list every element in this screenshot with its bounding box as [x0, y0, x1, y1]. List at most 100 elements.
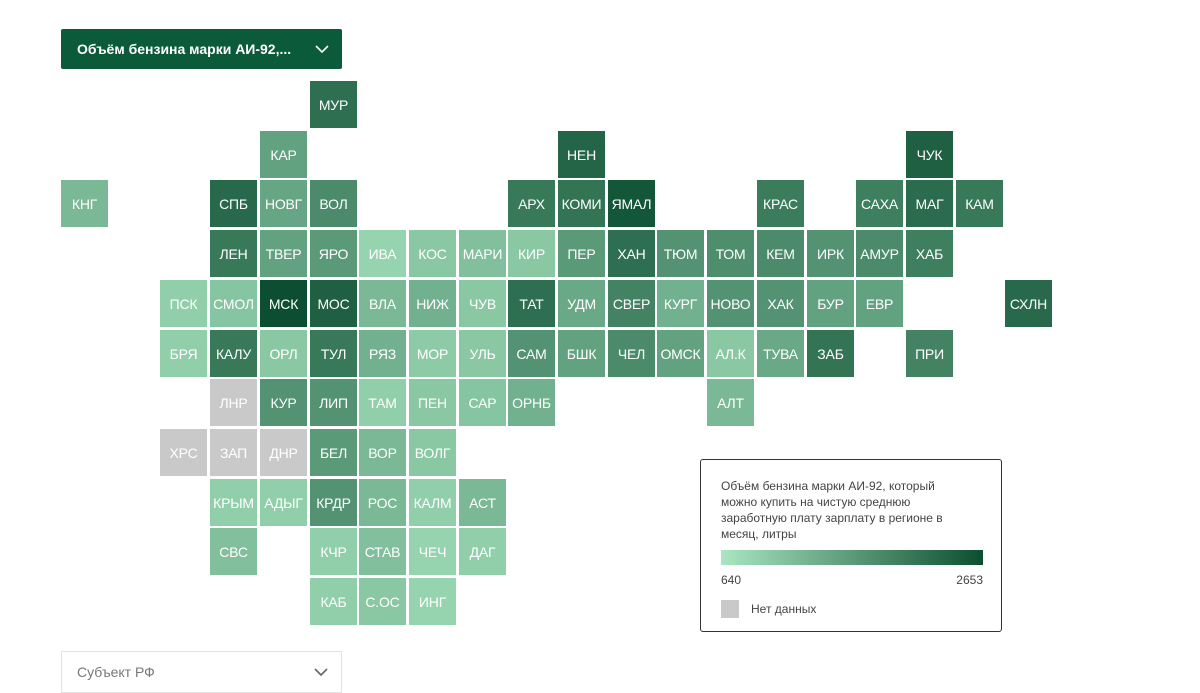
- indicator-dropdown[interactable]: Объём бензина марки АИ-92,...: [61, 29, 342, 69]
- region-tile[interactable]: САР: [459, 379, 506, 426]
- region-tile[interactable]: БШК: [558, 330, 605, 377]
- no-data-label: Нет данных: [751, 602, 817, 616]
- region-tile[interactable]: ТАМ: [359, 379, 406, 426]
- region-tile[interactable]: МСК: [260, 280, 307, 327]
- region-tile[interactable]: МОС: [310, 280, 357, 327]
- indicator-dropdown-label: Объём бензина марки АИ-92,...: [77, 41, 292, 57]
- region-tile[interactable]: БЕЛ: [310, 429, 357, 476]
- region-dropdown[interactable]: Субъект РФ: [61, 651, 342, 693]
- region-tile[interactable]: МАРИ: [459, 230, 506, 277]
- region-tile[interactable]: КАР: [260, 131, 307, 178]
- region-tile[interactable]: МУР: [310, 81, 357, 128]
- region-tile[interactable]: КРЫМ: [210, 479, 257, 526]
- region-tile[interactable]: АЛТ: [707, 379, 754, 426]
- region-tile[interactable]: ЯРО: [310, 230, 357, 277]
- region-tile[interactable]: ВОР: [359, 429, 406, 476]
- region-tile[interactable]: ЛНР: [210, 379, 257, 426]
- region-tile[interactable]: САХА: [856, 180, 903, 227]
- legend-gradient: [721, 550, 983, 565]
- region-tile[interactable]: КЕМ: [757, 230, 804, 277]
- region-tile[interactable]: ПРИ: [906, 330, 953, 377]
- region-tile[interactable]: НЕН: [558, 131, 605, 178]
- region-tile[interactable]: ВЛА: [359, 280, 406, 327]
- region-tile[interactable]: ЧЕЧ: [409, 528, 456, 575]
- region-tile[interactable]: ЛИП: [310, 379, 357, 426]
- region-tile[interactable]: САМ: [508, 330, 555, 377]
- region-tile[interactable]: ДНР: [260, 429, 307, 476]
- region-tile[interactable]: КУРГ: [657, 280, 704, 327]
- region-tile[interactable]: ЧУК: [906, 131, 953, 178]
- region-tile[interactable]: АДЫГ: [260, 479, 307, 526]
- region-tile[interactable]: АМУР: [856, 230, 903, 277]
- region-tile[interactable]: АЛ.К: [707, 330, 754, 377]
- region-tile[interactable]: ХАК: [757, 280, 804, 327]
- region-tile[interactable]: ТЮМ: [657, 230, 704, 277]
- region-tile[interactable]: ТОМ: [707, 230, 754, 277]
- region-tile[interactable]: ЗАБ: [807, 330, 854, 377]
- region-tile[interactable]: КНГ: [61, 180, 108, 227]
- region-tile[interactable]: КОС: [409, 230, 456, 277]
- region-tile[interactable]: НИЖ: [409, 280, 456, 327]
- region-tile[interactable]: РОС: [359, 479, 406, 526]
- region-tile[interactable]: ВОЛГ: [409, 429, 456, 476]
- region-tile[interactable]: КАБ: [310, 578, 357, 625]
- chevron-down-icon: [314, 668, 328, 677]
- region-tile[interactable]: СВС: [210, 528, 257, 575]
- region-tile[interactable]: СМОЛ: [210, 280, 257, 327]
- region-tile[interactable]: СПБ: [210, 180, 257, 227]
- region-tile[interactable]: ЧУВ: [459, 280, 506, 327]
- region-tile[interactable]: ЯМАЛ: [608, 180, 655, 227]
- region-tile[interactable]: ПСК: [160, 280, 207, 327]
- region-tile[interactable]: СТАВ: [359, 528, 406, 575]
- region-tile[interactable]: ЛЕН: [210, 230, 257, 277]
- region-tile[interactable]: ЧЕЛ: [608, 330, 655, 377]
- region-tile[interactable]: КАМ: [956, 180, 1003, 227]
- region-tile[interactable]: ТУЛ: [310, 330, 357, 377]
- region-tile[interactable]: ТУВА: [757, 330, 804, 377]
- region-tile[interactable]: ХАН: [608, 230, 655, 277]
- region-tile[interactable]: ИНГ: [409, 578, 456, 625]
- region-tile[interactable]: КУР: [260, 379, 307, 426]
- region-tile[interactable]: АСТ: [459, 479, 506, 526]
- region-tile[interactable]: РЯЗ: [359, 330, 406, 377]
- region-tile[interactable]: КАЛУ: [210, 330, 257, 377]
- region-tile[interactable]: ТВЕР: [260, 230, 307, 277]
- region-tile[interactable]: КОМИ: [558, 180, 605, 227]
- region-tile[interactable]: УДМ: [558, 280, 605, 327]
- region-tile[interactable]: ЕВР: [856, 280, 903, 327]
- region-tile[interactable]: НОВО: [707, 280, 754, 327]
- region-tile[interactable]: С.ОС: [359, 578, 406, 625]
- region-tile[interactable]: ЗАП: [210, 429, 257, 476]
- region-tile[interactable]: НОВГ: [260, 180, 307, 227]
- region-tile[interactable]: ПЕР: [558, 230, 605, 277]
- region-tile[interactable]: ВОЛ: [310, 180, 357, 227]
- region-tile[interactable]: ПЕН: [409, 379, 456, 426]
- region-tile[interactable]: КЧР: [310, 528, 357, 575]
- region-tile[interactable]: КАЛМ: [409, 479, 456, 526]
- region-tile[interactable]: ОМСК: [657, 330, 704, 377]
- legend-max: 2653: [956, 573, 983, 587]
- region-tile[interactable]: ИРК: [807, 230, 854, 277]
- region-tile[interactable]: СВЕР: [608, 280, 655, 327]
- region-tile[interactable]: УЛЬ: [459, 330, 506, 377]
- legend-title: Объём бензина марки АИ-92, который можно…: [721, 479, 943, 541]
- region-dropdown-placeholder: Субъект РФ: [77, 664, 155, 680]
- region-tile[interactable]: ОРЛ: [260, 330, 307, 377]
- legend: Объём бензина марки АИ-92, который можно…: [700, 459, 1002, 632]
- region-tile[interactable]: ТАТ: [508, 280, 555, 327]
- region-tile[interactable]: ХРС: [160, 429, 207, 476]
- region-tile[interactable]: МАГ: [906, 180, 953, 227]
- region-tile[interactable]: БРЯ: [160, 330, 207, 377]
- region-tile[interactable]: КИР: [508, 230, 555, 277]
- region-tile[interactable]: ИВА: [359, 230, 406, 277]
- region-tile[interactable]: КРДР: [310, 479, 357, 526]
- region-tile[interactable]: БУР: [807, 280, 854, 327]
- region-tile[interactable]: СХЛН: [1005, 280, 1052, 327]
- region-tile[interactable]: КРАС: [757, 180, 804, 227]
- region-tile[interactable]: АРХ: [508, 180, 555, 227]
- region-tile[interactable]: ОРНБ: [508, 379, 555, 426]
- region-tile[interactable]: ХАБ: [906, 230, 953, 277]
- region-tile[interactable]: МОР: [409, 330, 456, 377]
- region-tile[interactable]: ДАГ: [459, 528, 506, 575]
